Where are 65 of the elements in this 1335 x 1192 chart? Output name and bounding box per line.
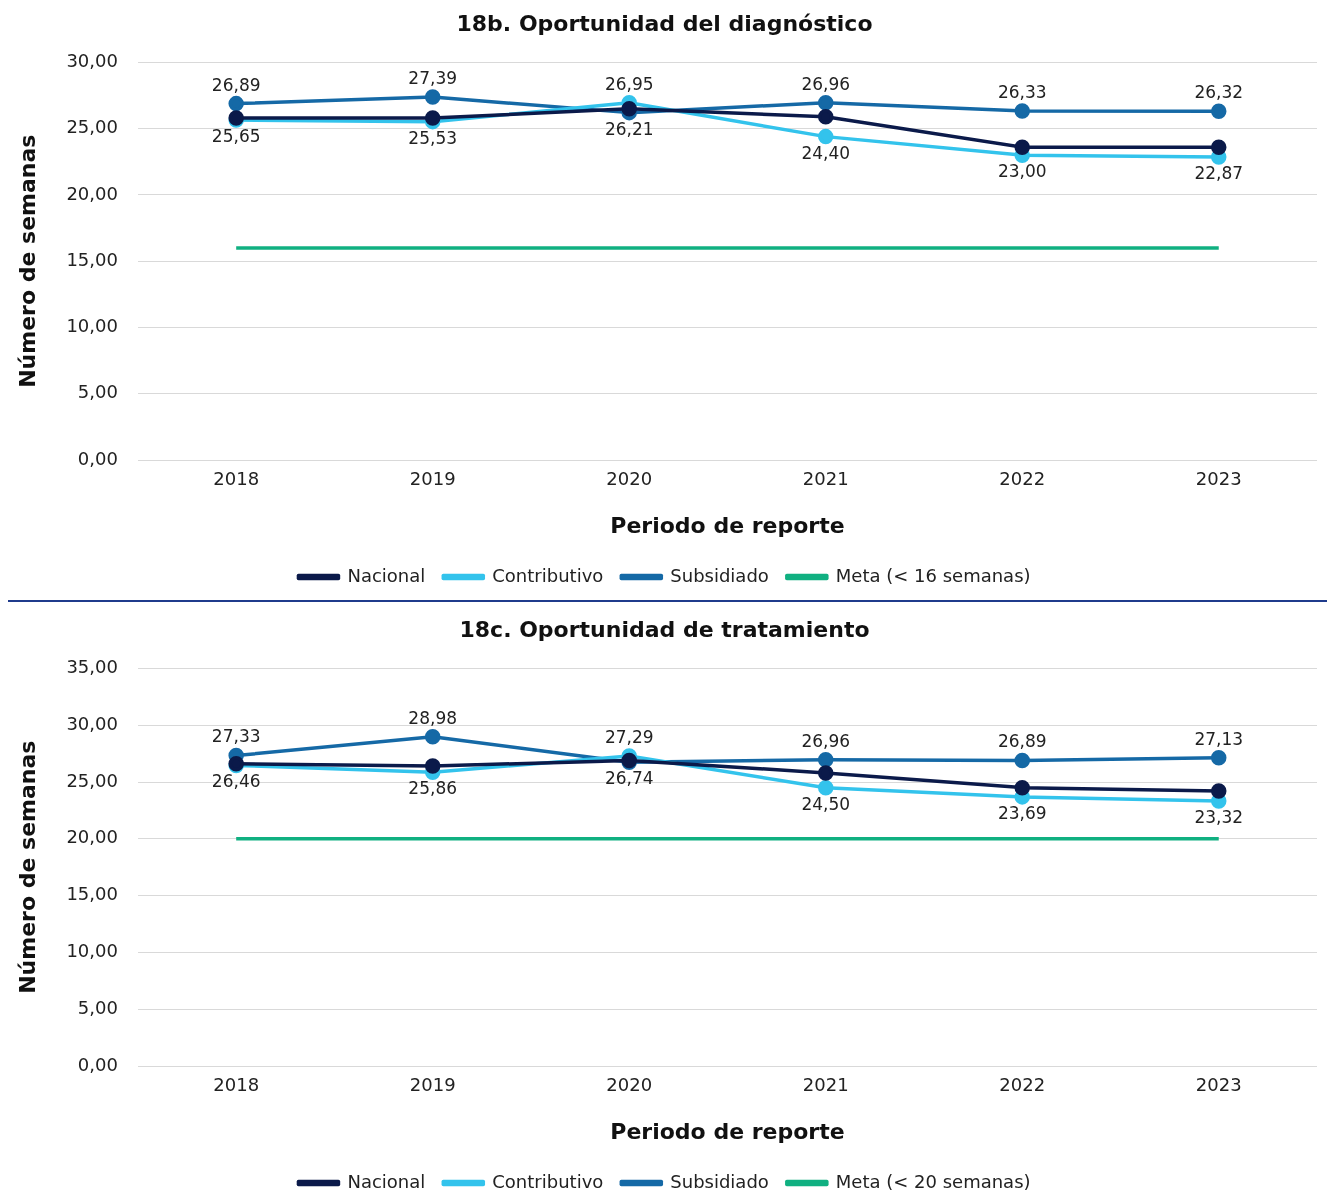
y-tick-label: 5,00 xyxy=(77,996,118,1018)
x-tick-label: 2023 xyxy=(1195,468,1242,490)
x-axis-title: Periodo de reporte xyxy=(610,512,845,538)
y-tick-label: 30,00 xyxy=(66,50,118,72)
legend-label: Meta (< 20 semanas) xyxy=(835,1170,1031,1192)
legend-label: Nacional xyxy=(347,1170,426,1192)
data-label: 27,29 xyxy=(604,726,654,747)
y-tick-label: 35,00 xyxy=(66,656,118,678)
x-axis-title: Periodo de reporte xyxy=(610,1118,845,1144)
y-tick-label: 10,00 xyxy=(66,940,118,962)
data-label: 24,50 xyxy=(801,793,851,814)
y-tick-label: 25,00 xyxy=(66,769,118,791)
y-tick-label: 10,00 xyxy=(66,315,118,337)
data-label: 23,00 xyxy=(997,161,1047,182)
data-label: 26,46 xyxy=(211,771,261,792)
legend-label: Contributivo xyxy=(492,1170,604,1192)
data-label: 26,32 xyxy=(1194,82,1244,103)
data-label: 24,40 xyxy=(801,142,851,163)
y-tick-label: 15,00 xyxy=(66,883,118,905)
data-label: 26,74 xyxy=(604,768,654,789)
y-tick-label: 20,00 xyxy=(66,182,118,204)
data-label: 26,89 xyxy=(211,74,261,95)
y-tick-label: 20,00 xyxy=(66,826,118,848)
data-label: 25,86 xyxy=(408,778,458,799)
x-tick-label: 2021 xyxy=(802,468,849,490)
data-label: 26,33 xyxy=(997,81,1047,102)
chart-title: 18c. Oportunidad de tratamiento xyxy=(459,616,870,642)
data-label: 27,33 xyxy=(211,726,261,747)
x-tick-label: 2023 xyxy=(1195,1074,1242,1096)
x-tick-label: 2018 xyxy=(213,1074,260,1096)
data-label: 23,32 xyxy=(1194,807,1244,828)
x-tick-label: 2021 xyxy=(802,1074,849,1096)
legend-label: Subsidiado xyxy=(670,564,769,586)
data-label: 26,96 xyxy=(801,730,851,751)
data-label: 26,95 xyxy=(604,73,654,94)
data-label: 26,89 xyxy=(997,731,1047,752)
y-tick-label: 25,00 xyxy=(66,116,118,138)
data-label: 22,87 xyxy=(1194,162,1244,183)
legend-label: Contributivo xyxy=(492,564,604,586)
data-label: 26,21 xyxy=(604,118,654,139)
x-tick-label: 2020 xyxy=(606,468,653,490)
data-label: 27,39 xyxy=(408,67,458,88)
y-tick-label: 15,00 xyxy=(66,248,118,270)
x-tick-label: 2022 xyxy=(999,1074,1046,1096)
legend-label: Subsidiado xyxy=(670,1170,769,1192)
data-label: 27,13 xyxy=(1194,728,1244,749)
y-tick-label: 5,00 xyxy=(77,381,118,403)
data-label: 25,65 xyxy=(211,125,261,146)
y-axis-title: Número de semanas xyxy=(14,134,40,388)
y-axis-title: Número de semanas xyxy=(14,740,40,994)
data-label: 26,96 xyxy=(801,73,851,94)
x-tick-label: 2018 xyxy=(213,468,260,490)
data-label: 28,98 xyxy=(408,707,458,728)
y-tick-label: 0,00 xyxy=(77,447,118,469)
data-label: 25,53 xyxy=(408,127,458,148)
x-tick-label: 2020 xyxy=(606,1074,653,1096)
y-tick-label: 30,00 xyxy=(66,712,118,734)
legend-label: Nacional xyxy=(347,564,426,586)
chart-title: 18b. Oportunidad del diagnóstico xyxy=(456,10,873,36)
y-tick-label: 0,00 xyxy=(77,1053,118,1075)
legend-label: Meta (< 16 semanas) xyxy=(835,564,1031,586)
data-label: 23,69 xyxy=(997,802,1047,823)
x-tick-label: 2019 xyxy=(409,468,456,490)
x-tick-label: 2019 xyxy=(409,1074,456,1096)
x-tick-label: 2022 xyxy=(999,468,1046,490)
